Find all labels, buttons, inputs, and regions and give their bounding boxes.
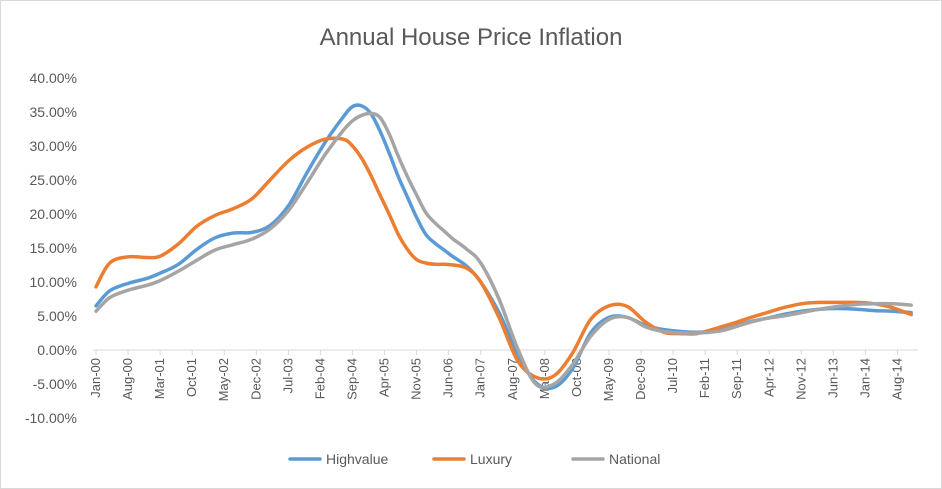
x-tick-label: Jun-06: [441, 358, 456, 398]
chart-title: Annual House Price Inflation: [320, 24, 623, 51]
x-tick-label: Nov-05: [409, 358, 424, 400]
x-tick-label: Sep-04: [344, 358, 359, 400]
x-tick-label: Sep-11: [729, 358, 744, 399]
series-line-national: [94, 111, 913, 390]
x-tick-label: Apr-05: [377, 358, 392, 397]
x-tick-label: Feb-04: [312, 358, 327, 399]
y-axis-tick-labels: 40.00% 35.00% 30.00% 25.00% 20.00% 15.00% 10.0…: [25, 70, 77, 426]
x-tick-label: Aug-00: [120, 358, 135, 400]
x-tick-label: Nov-12: [793, 358, 808, 400]
legend-label-luxury: Luxury: [470, 451, 512, 467]
x-tick-label: Aug-07: [505, 358, 520, 400]
y-tick-label: 15.00%: [30, 240, 77, 256]
y-tick-label: 25.00%: [30, 172, 77, 188]
legend-label-national: National: [609, 451, 660, 467]
x-tick-label: Apr-12: [761, 358, 776, 397]
x-tick-label: Jul-03: [280, 358, 295, 393]
series-line-highvalue: [94, 103, 913, 391]
y-tick-label: -5.00%: [33, 376, 77, 392]
x-tick-label: Jan-07: [473, 358, 488, 398]
y-tick-label: 30.00%: [30, 138, 77, 154]
x-tick-label: Dec-09: [633, 358, 648, 400]
series-lines: [94, 103, 913, 391]
x-tick-label: May-09: [601, 358, 616, 401]
x-tick-label: May-02: [216, 358, 231, 401]
y-tick-label: 40.00%: [30, 70, 77, 86]
y-tick-label: 0.00%: [37, 342, 77, 358]
x-tick-label: Oct-01: [184, 358, 199, 397]
series-line-luxury: [94, 136, 913, 381]
x-tick-label: Dec-02: [248, 358, 263, 400]
legend-label-highvalue: Highvalue: [326, 451, 388, 467]
x-tick-label: Mar-01: [152, 358, 167, 399]
y-tick-label: 5.00%: [37, 308, 77, 324]
x-tick-label: Jul-10: [665, 358, 680, 393]
y-tick-label: 20.00%: [30, 206, 77, 222]
x-tick-label: Jun-13: [825, 358, 840, 398]
x-tick-label: Feb-11: [697, 358, 712, 398]
legend: Highvalue Luxury National: [288, 451, 660, 467]
x-axis-tick-labels: Jan-00 Aug-00 Mar-01 Oct-01 May-02 Dec-02 Jul-…: [88, 358, 905, 401]
axes: [93, 349, 918, 355]
y-tick-label: 10.00%: [30, 274, 77, 290]
y-tick-label: 35.00%: [30, 104, 77, 120]
x-tick-label: Aug-14: [890, 358, 905, 400]
x-tick-label: Jan-14: [857, 358, 872, 398]
y-tick-label: -10.00%: [25, 410, 77, 426]
x-tick-label: Jan-00: [88, 358, 103, 398]
